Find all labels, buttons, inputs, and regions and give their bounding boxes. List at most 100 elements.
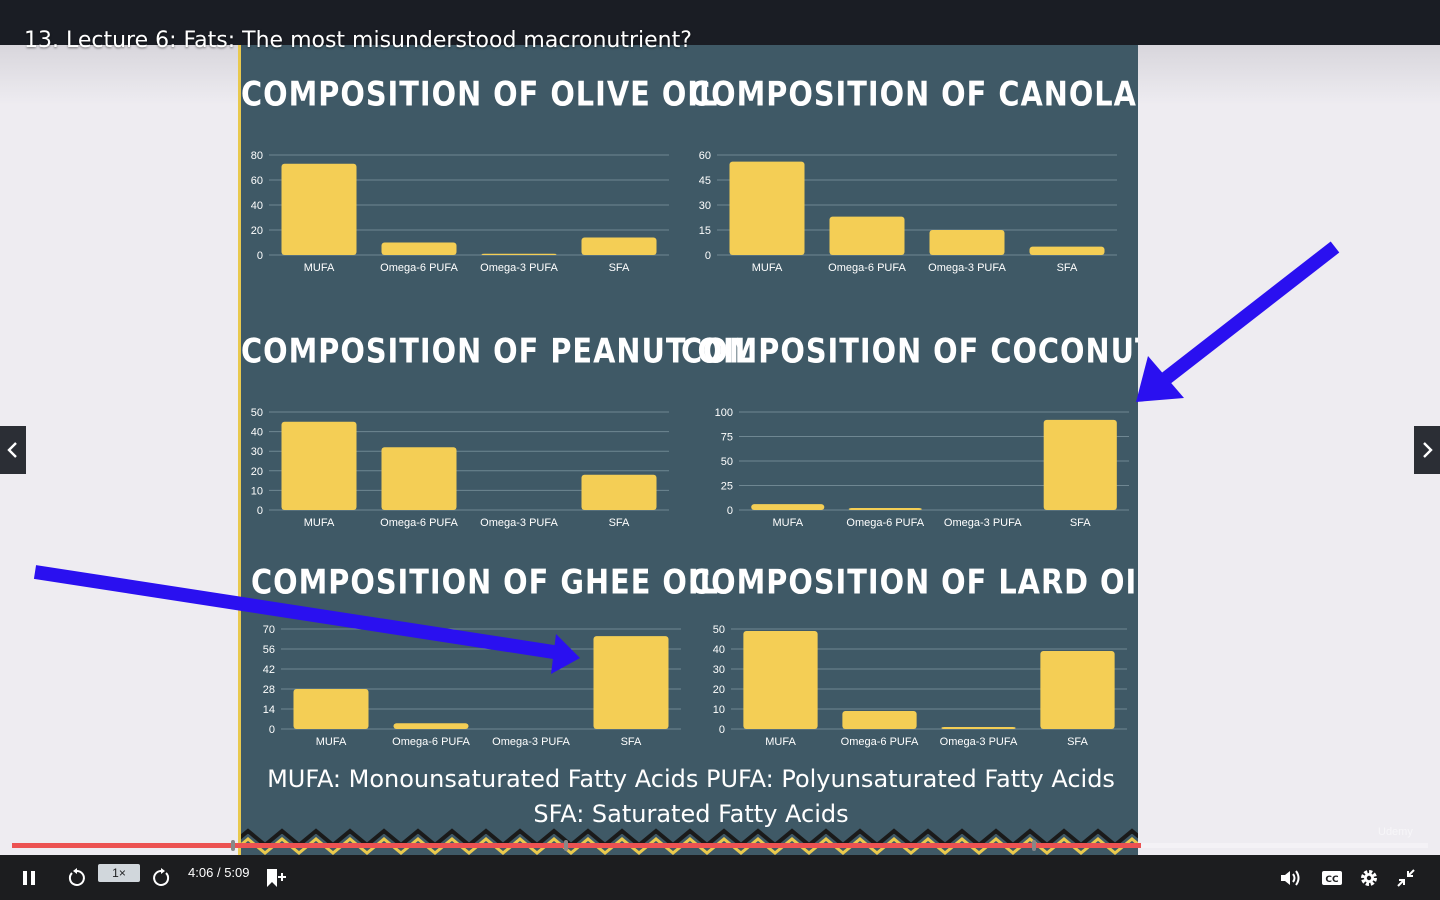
chart-panel: COMPOSITION OF LARD OIL 0 10 20 30 40 50 MUFA Om… [689,562,1138,793]
y-tick-label: 0 [257,250,263,262]
y-tick-label: 50 [713,624,725,636]
bar-omega-3-pufa [941,727,1016,729]
bar-omega-3-pufa [929,230,1005,255]
x-tick-label: Omega-3 PUFA [480,517,558,529]
volume-button[interactable] [1276,855,1306,900]
x-tick-label: Omega-6 PUFA [846,517,924,529]
captions-icon: CC [1322,870,1342,885]
bar-mufa [281,163,357,255]
svg-text:CC: CC [1325,875,1339,885]
next-lecture-button[interactable] [1414,426,1440,474]
pause-icon [23,870,35,885]
lecture-title: 13. Lecture 6: Fats: The most misunderst… [24,28,692,53]
forward-5-icon [153,867,170,886]
bar-sfa [1029,246,1105,255]
time-separator: / [216,865,221,880]
captions-button[interactable]: CC [1317,855,1347,900]
y-tick-label: 0 [727,505,733,517]
duration: 5:09 [224,865,250,880]
x-tick-label: Omega-3 PUFA [480,262,558,274]
chart-panel: COMPOSITION OF CANOLA OIL 0 15 30 45 60 MUFA Om… [689,74,1138,305]
gear-icon [1361,869,1377,886]
y-tick-label: 0 [269,724,275,736]
x-tick-label: SFA [1070,517,1091,529]
exit-fullscreen-button[interactable] [1391,855,1421,900]
chart-panel: COMPOSITION OF COCONUT OIL 0 25 50 75 100 MUFA… [681,331,1138,562]
chapter-marker[interactable] [231,840,236,851]
chapter-marker[interactable] [564,840,569,851]
progress-fill [12,843,1141,848]
y-tick-label: 40 [251,200,263,212]
chart-panel: COMPOSITION OF GHEE OIL 0 14 28 42 56 70 MUFA Om… [251,562,718,793]
y-tick-label: 40 [713,644,725,656]
y-tick-label: 70 [263,624,275,636]
rewind-button[interactable] [62,855,92,900]
y-tick-label: 20 [713,684,725,696]
bar-mufa [751,504,825,510]
pause-button[interactable] [14,855,44,900]
bar-sfa [1040,651,1115,729]
bar-chart: 0 10 20 30 40 50 MUFA Omega-6 PUFA Omega-3 PUFA S… [251,407,669,529]
add-bookmark-button[interactable] [260,855,290,900]
chart-title: COMPOSITION OF LARD OIL [689,562,1138,602]
lecture-slide: COMPOSITION OF OLIVE OIL 0 20 40 60 80 MUFA Ome… [238,45,1138,855]
bar-omega-6-pufa [381,242,457,255]
chart-title: COMPOSITION OF COCONUT OIL [681,331,1138,371]
x-tick-label: MUFA [316,736,347,748]
bar-chart: 0 15 30 45 60 MUFA Omega-6 PUFA Omega-3 PUFA SFA [699,150,1117,274]
playback-speed-button[interactable]: 1× [98,864,140,882]
y-tick-label: 10 [251,485,263,497]
y-tick-label: 25 [721,481,733,493]
x-tick-label: Omega-6 PUFA [841,736,919,748]
settings-button[interactable] [1354,855,1384,900]
x-tick-label: Omega-3 PUFA [928,262,1006,274]
previous-lecture-button[interactable] [0,426,26,474]
x-tick-label: SFA [609,517,630,529]
y-tick-label: 0 [705,250,711,262]
chapter-marker[interactable] [1031,840,1036,851]
x-tick-label: SFA [1067,736,1088,748]
x-tick-label: Omega-3 PUFA [944,517,1022,529]
y-tick-label: 50 [721,456,733,468]
bar-chart: 0 10 20 30 40 50 MUFA Omega-6 PUFA Omega-3 PUFA S… [713,624,1127,748]
x-tick-label: MUFA [304,262,335,274]
bar-mufa [743,631,818,729]
bar-omega-6-pufa [829,216,905,255]
udemy-watermark: Udemy [1378,826,1413,838]
x-tick-label: SFA [621,736,642,748]
forward-button[interactable] [146,855,176,900]
x-tick-label: SFA [1057,262,1078,274]
x-tick-label: Omega-3 PUFA [940,736,1018,748]
y-tick-label: 42 [263,664,275,676]
control-bar: 1× 4:06 / 5:09 CC [0,855,1440,900]
chart-title: COMPOSITION OF CANOLA OIL [689,74,1138,114]
volume-icon [1281,869,1300,886]
bar-omega-6-pufa [381,447,457,510]
progress-bar[interactable] [12,840,1428,851]
add-bookmark-icon [267,868,286,887]
y-tick-label: 15 [699,225,711,237]
chevron-right-icon [1423,442,1433,458]
y-tick-label: 50 [251,407,263,419]
current-time: 4:06 [188,865,214,880]
y-tick-label: 100 [715,407,733,419]
y-tick-label: 20 [251,466,263,478]
bar-omega-6-pufa [842,711,917,729]
y-tick-label: 28 [263,684,275,696]
chart-title: COMPOSITION OF PEANUT OIL [241,331,755,371]
bar-sfa [581,474,657,510]
bar-chart: 0 20 40 60 80 MUFA Omega-6 PUFA Omega-3 PUFA SFA [251,150,669,274]
chevron-left-icon [7,442,17,458]
y-tick-label: 45 [699,175,711,187]
bar-chart: 0 25 50 75 100 MUFA Omega-6 PUFA Omega-3 PUFA SF… [715,407,1129,529]
x-tick-label: Omega-6 PUFA [392,736,470,748]
chart-panel: COMPOSITION OF OLIVE OIL 0 20 40 60 80 MUFA Ome… [241,74,717,305]
y-tick-label: 75 [721,432,733,444]
y-tick-label: 20 [251,225,263,237]
y-tick-label: 14 [263,704,275,716]
y-tick-label: 80 [251,150,263,162]
y-tick-label: 30 [713,664,725,676]
time-readout: 4:06 / 5:09 [188,855,250,900]
chart-panel: COMPOSITION OF PEANUT OIL 0 10 20 30 40 50 MUFA… [241,331,755,562]
